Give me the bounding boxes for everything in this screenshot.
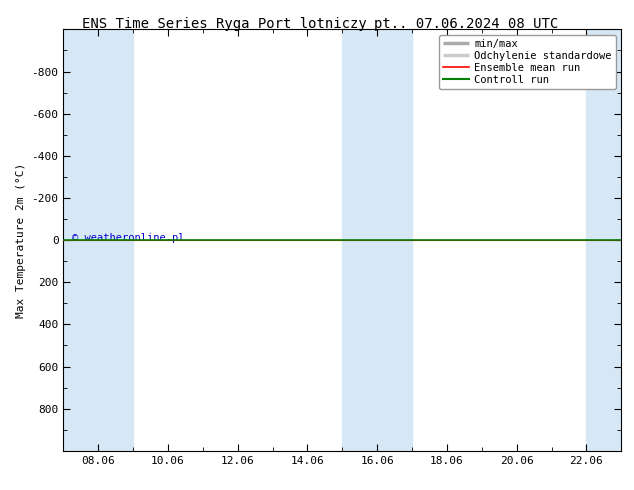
Bar bbox=[586, 29, 621, 451]
Bar bbox=[63, 29, 98, 451]
Text: ENS Time Series Ryga Port lotniczy: ENS Time Series Ryga Port lotniczy bbox=[82, 17, 367, 31]
Bar bbox=[377, 29, 412, 451]
Bar bbox=[342, 29, 377, 451]
Text: pt.. 07.06.2024 08 UTC: pt.. 07.06.2024 08 UTC bbox=[373, 17, 558, 31]
Legend: min/max, Odchylenie standardowe, Ensemble mean run, Controll run: min/max, Odchylenie standardowe, Ensembl… bbox=[439, 35, 616, 89]
Text: © weatheronline.pl: © weatheronline.pl bbox=[72, 233, 184, 243]
Bar bbox=[98, 29, 133, 451]
Y-axis label: Max Temperature 2m (°C): Max Temperature 2m (°C) bbox=[16, 163, 26, 318]
